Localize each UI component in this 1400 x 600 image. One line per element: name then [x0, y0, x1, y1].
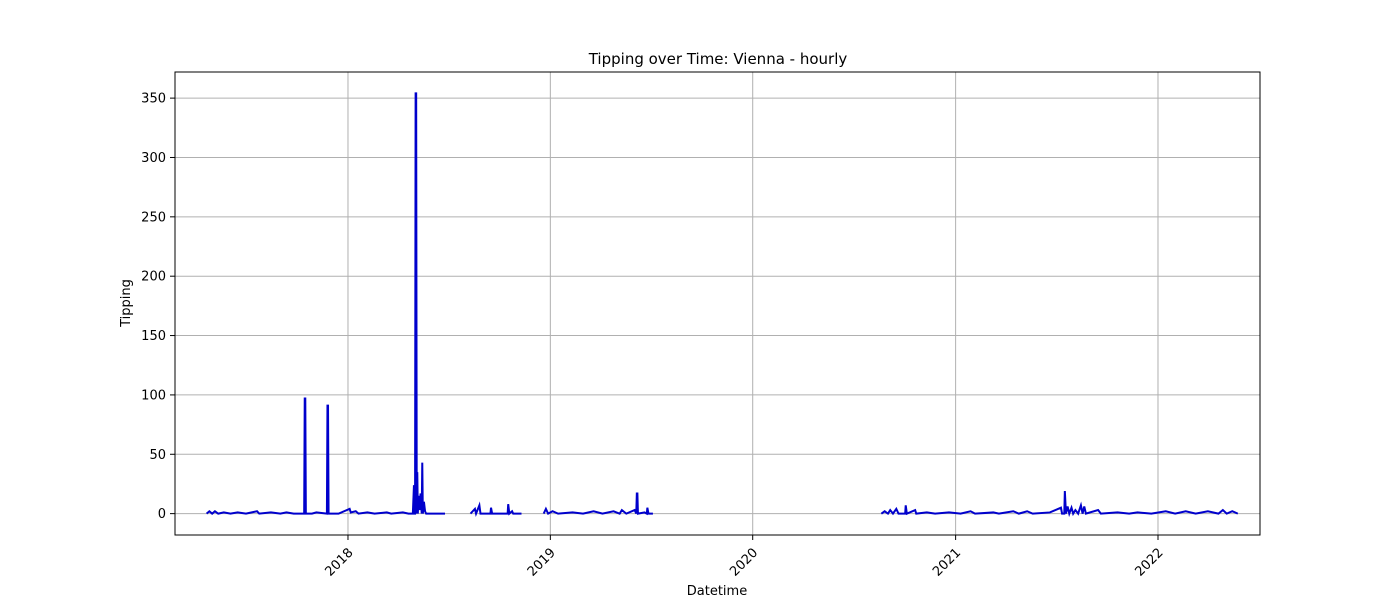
x-axis-label: Datetime	[687, 584, 747, 599]
grid	[175, 72, 1260, 535]
y-tick-label: 100	[141, 388, 166, 403]
y-tick-label: 250	[141, 210, 166, 225]
y-tick-label: 50	[149, 448, 166, 463]
series-line-segment	[880, 491, 1239, 518]
plot-area-frame	[174, 71, 1261, 536]
series-line-segment	[205, 92, 445, 515]
y-tick-label: 350	[141, 92, 166, 107]
y-tick-label: 300	[141, 151, 166, 166]
y-tick-label: 0	[158, 507, 166, 522]
y-axis-ticks: 0 50 100 150 200 250 300 350	[141, 92, 175, 522]
y-tick-label: 200	[141, 270, 166, 285]
series-tipping	[205, 92, 1239, 518]
chart-title: Tipping over Time: Vienna - hourly	[588, 50, 848, 68]
y-tick-label: 150	[141, 329, 166, 344]
y-axis-label: Tipping	[119, 279, 134, 328]
series-line-segment	[469, 501, 522, 517]
series-line-segment	[542, 492, 653, 516]
